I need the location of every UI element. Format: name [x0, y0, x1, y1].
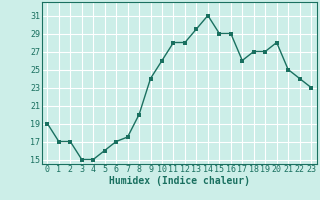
X-axis label: Humidex (Indice chaleur): Humidex (Indice chaleur)	[109, 176, 250, 186]
